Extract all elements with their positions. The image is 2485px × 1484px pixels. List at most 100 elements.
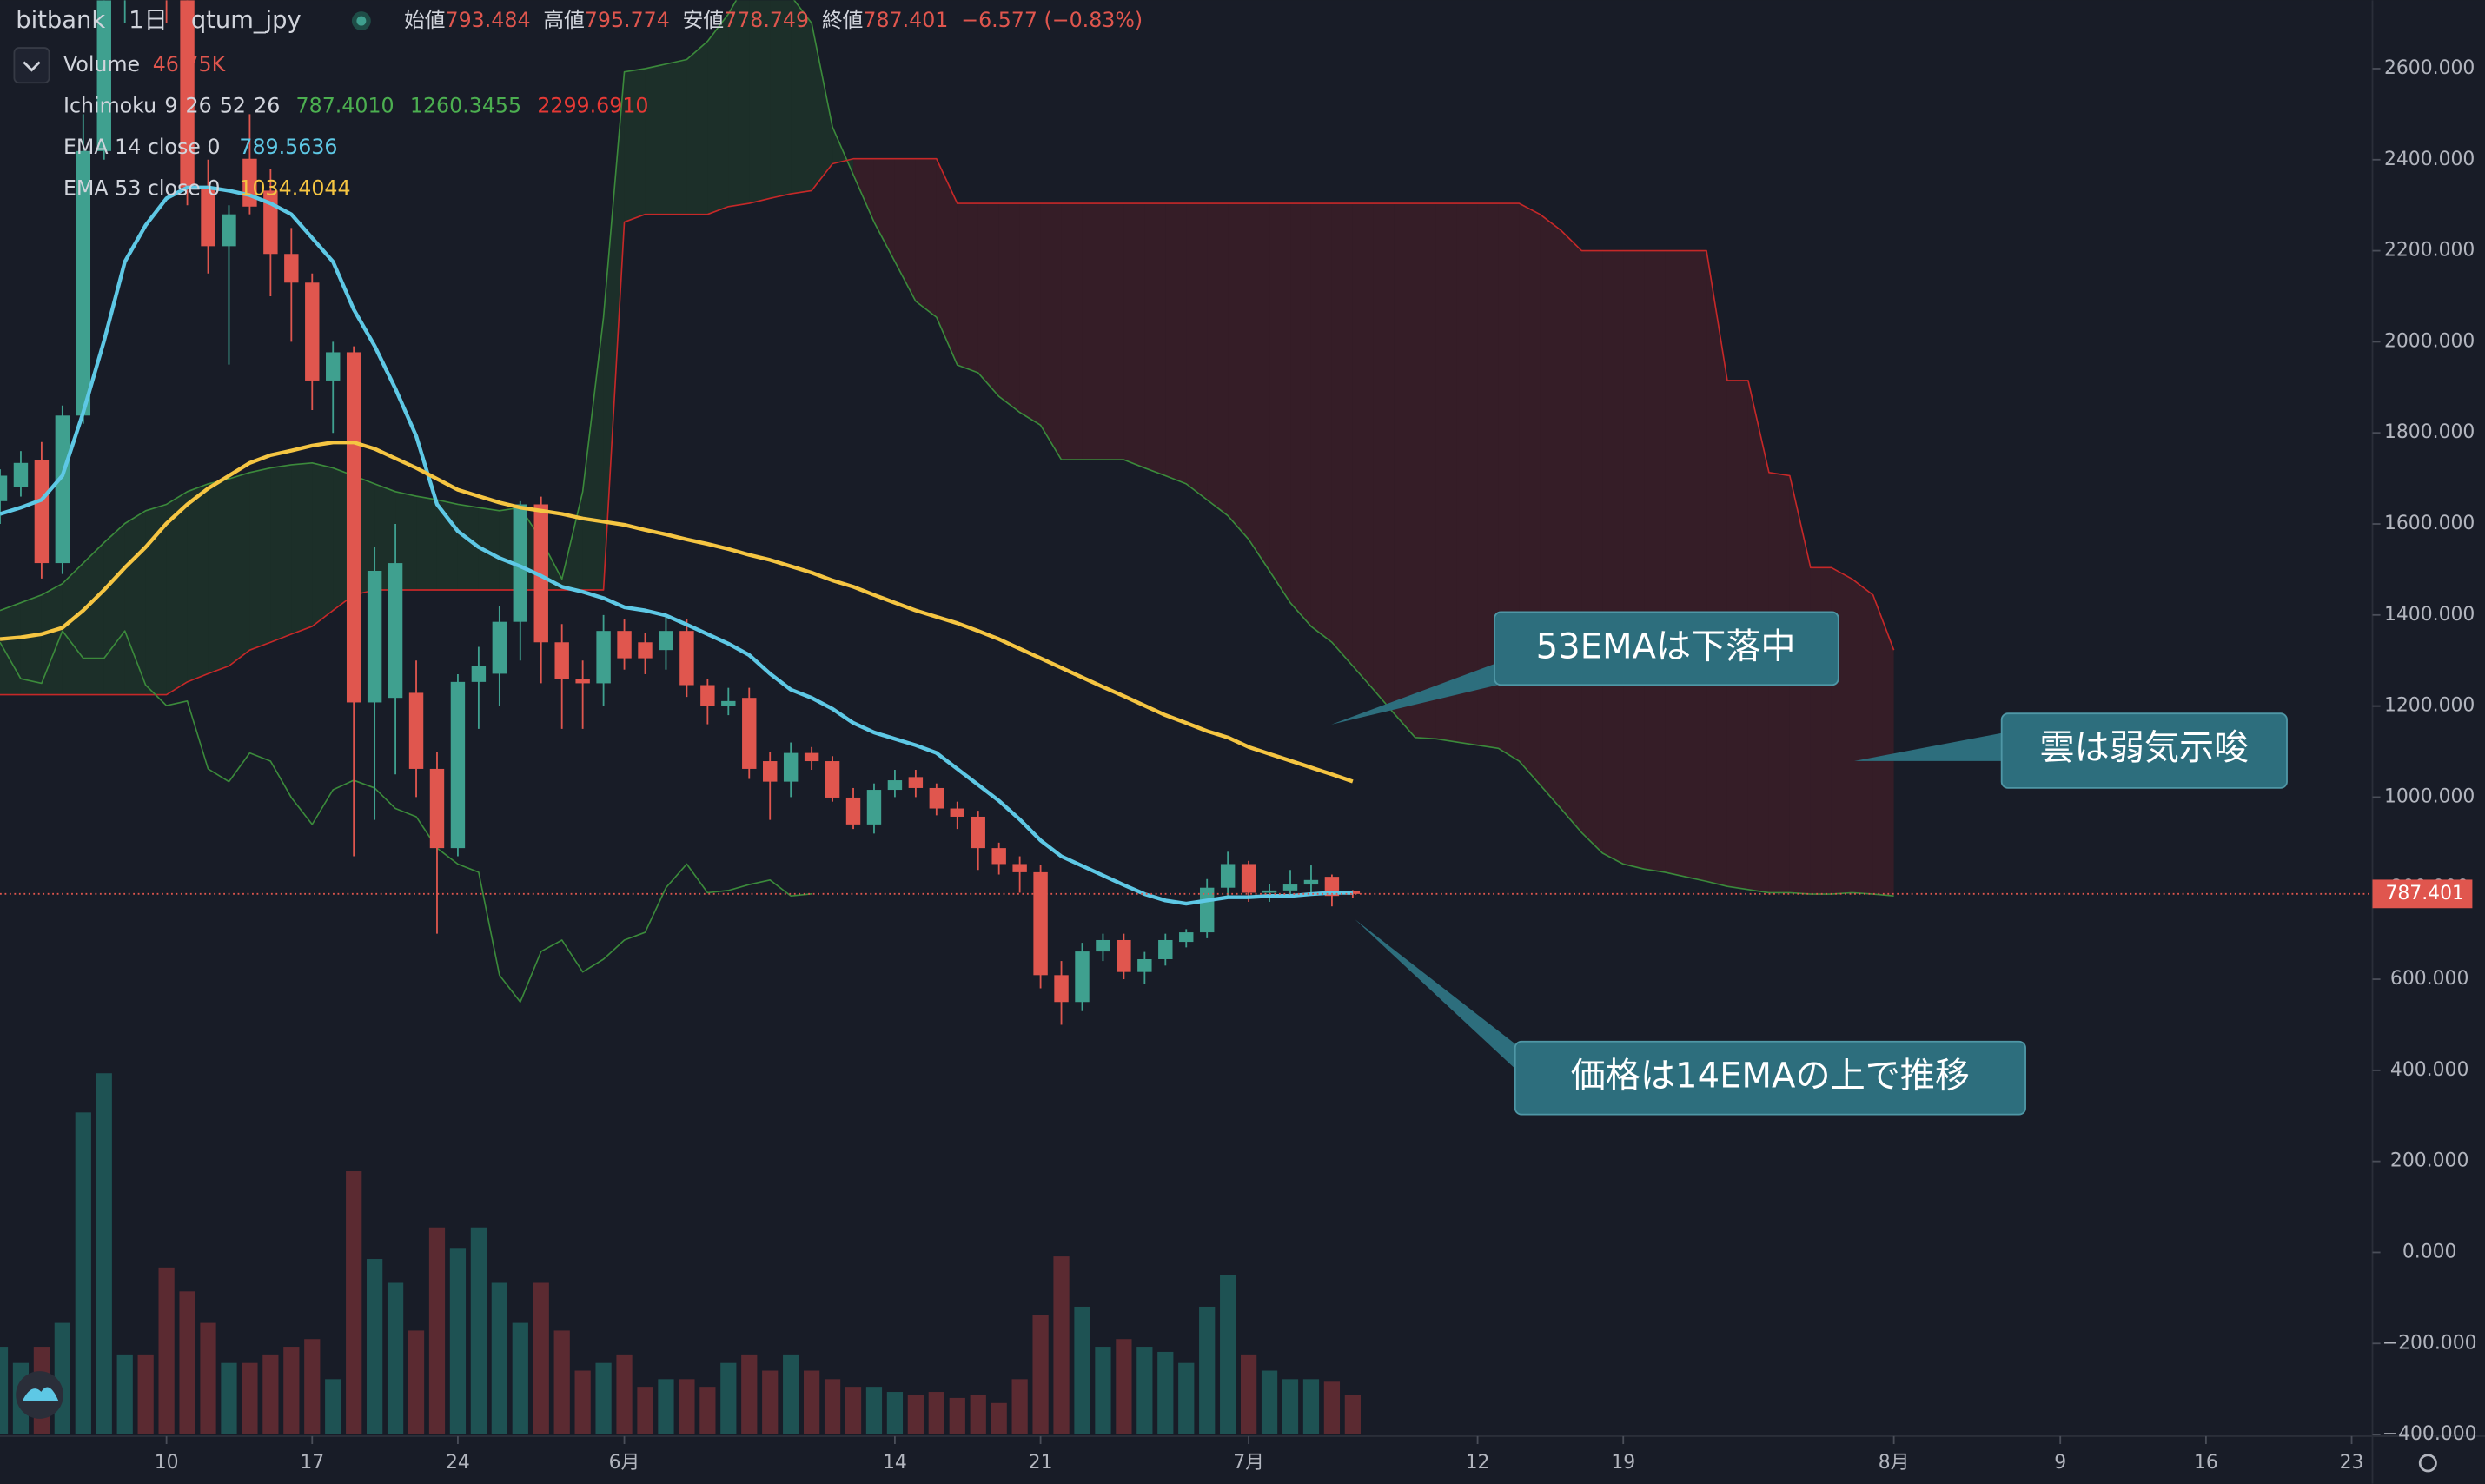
ohlc-value: 778.749 xyxy=(724,8,809,32)
candle-body xyxy=(346,352,361,703)
volume-bar xyxy=(949,1397,965,1435)
x-tick-label: 7月 xyxy=(1233,1452,1264,1474)
y-tick-label: 400.000 xyxy=(2390,1059,2468,1081)
candle-body xyxy=(950,808,964,817)
volume-bar xyxy=(1178,1362,1195,1435)
ohlc-label: 安値 xyxy=(683,8,724,32)
price-tag-label: 787.401 xyxy=(2385,883,2463,904)
candle-body xyxy=(866,790,882,825)
volume-bar xyxy=(512,1322,528,1435)
settings-icon[interactable] xyxy=(2418,1454,2437,1473)
volume-bar xyxy=(533,1282,549,1435)
volume-bar xyxy=(1136,1347,1153,1435)
volume-bar xyxy=(1053,1256,1070,1435)
ohlc-value: 795.774 xyxy=(585,8,670,32)
cloud-fill xyxy=(166,491,188,695)
candle-body xyxy=(596,631,611,684)
volume-bar xyxy=(1282,1379,1299,1435)
cloud-fill xyxy=(20,594,42,695)
x-tick-label: 24 xyxy=(446,1452,470,1474)
candle-body xyxy=(1262,890,1277,893)
volume-legend: Volume 46.75K xyxy=(63,52,227,76)
cloud-fill xyxy=(1165,203,1187,484)
volume-bar xyxy=(96,1073,112,1435)
cloud-fill xyxy=(62,563,83,695)
header: bitbank 1日 qtum_jpy xyxy=(16,7,301,34)
volume-bar xyxy=(1302,1379,1320,1435)
cloud-fill xyxy=(666,59,687,215)
ichimoku-name: Ichimoku xyxy=(63,93,156,117)
candle-body xyxy=(1117,939,1131,972)
ohlc-label: 始値 xyxy=(404,8,445,32)
volume-bar xyxy=(553,1330,570,1435)
x-tick-label: 23 xyxy=(2340,1452,2364,1474)
y-tick-label: 0.000 xyxy=(2402,1241,2457,1262)
cloud-fill xyxy=(187,483,209,682)
ichimoku-param: 9 xyxy=(164,93,177,117)
span-b-line xyxy=(0,157,1895,696)
cloud-fill xyxy=(1477,203,1499,749)
volume-bar xyxy=(1240,1354,1257,1435)
volume-bar xyxy=(783,1354,799,1435)
ema-name: EMA 53 close 0 xyxy=(63,176,221,200)
x-tick-label: 9 xyxy=(2054,1452,2066,1474)
volume-bar xyxy=(1220,1275,1236,1435)
cloud-fill xyxy=(645,63,666,215)
volume-bar xyxy=(679,1379,695,1435)
candle-body xyxy=(1096,939,1110,952)
collapse-button[interactable] xyxy=(13,47,50,84)
y-tick-label: 2600.000 xyxy=(2384,57,2475,79)
cloud-fill xyxy=(1144,203,1166,476)
annotation-arrow xyxy=(1854,732,2005,761)
candle-body xyxy=(1179,932,1194,943)
cloud-fill xyxy=(1602,250,1624,865)
cloud-fill xyxy=(791,0,812,195)
cloud-fill xyxy=(873,158,895,262)
cloud-fill xyxy=(229,472,250,666)
volume-bar xyxy=(158,1267,175,1435)
x-tick-label: 16 xyxy=(2194,1452,2218,1474)
volume-bar xyxy=(803,1370,820,1435)
x-tick-label: 14 xyxy=(883,1452,907,1474)
cloud-fill xyxy=(1310,203,1332,643)
y-tick-label: 1600.000 xyxy=(2384,513,2475,534)
cloud-fill xyxy=(1872,594,1894,897)
candle-body xyxy=(554,642,569,679)
cloud-fill xyxy=(436,500,458,590)
y-tick-label: 200.000 xyxy=(2390,1150,2468,1172)
cloud-fill xyxy=(312,462,334,626)
candle-body xyxy=(222,214,236,247)
volume-bar xyxy=(1095,1347,1111,1435)
cloud-fill xyxy=(208,479,229,674)
cloud-fill xyxy=(728,0,750,207)
cloud-fill xyxy=(124,510,146,695)
candle-body xyxy=(76,150,91,416)
cloud-fill xyxy=(103,523,125,695)
candle-body xyxy=(721,700,736,706)
span-a-line xyxy=(0,0,1894,897)
ichimoku-value: 1260.3455 xyxy=(410,93,521,117)
y-tick-label: 1200.000 xyxy=(2384,695,2475,717)
volume-bar xyxy=(907,1394,924,1435)
candle-body xyxy=(1220,864,1236,888)
volume-bar xyxy=(242,1362,258,1435)
ema-legend: EMA 14 close 0 789.5636 xyxy=(63,135,338,159)
volume-bar xyxy=(865,1387,883,1435)
candle-body xyxy=(742,698,757,769)
cloud-fill xyxy=(1852,579,1873,895)
ema-value: 789.5636 xyxy=(239,135,337,159)
candle-body xyxy=(638,642,653,659)
candle-body xyxy=(284,254,299,283)
ema-legend: EMA 53 close 0 1034.4044 xyxy=(63,176,351,200)
volume-bar xyxy=(262,1354,279,1435)
ohlc-label: 高値 xyxy=(543,8,584,32)
candle-body xyxy=(513,504,528,622)
volume-bar xyxy=(1032,1315,1049,1435)
candle-body xyxy=(429,768,445,849)
volume-bar xyxy=(491,1282,507,1435)
y-tick-label: 1000.000 xyxy=(2384,785,2475,807)
volume-bar xyxy=(720,1362,737,1435)
ohlc-value: 787.401 xyxy=(863,8,948,32)
